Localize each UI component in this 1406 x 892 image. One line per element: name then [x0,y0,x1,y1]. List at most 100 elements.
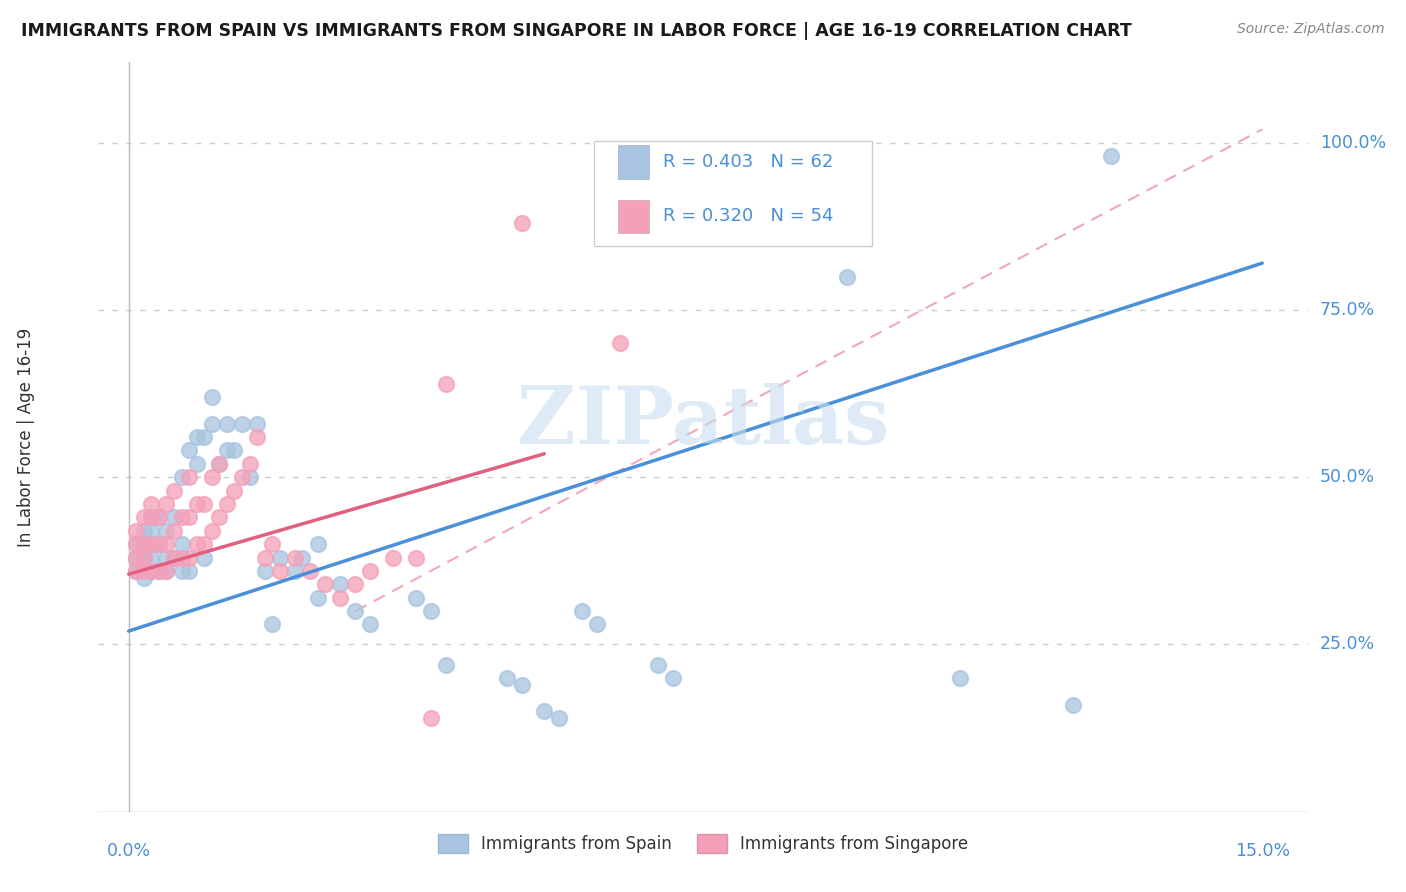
Point [125,550,148,565]
Point [163,524,186,538]
Point [179,510,201,524]
Point [141,564,163,578]
Point [148,537,170,551]
Point [314,577,336,591]
Point [132,571,155,585]
Bar [619,145,648,178]
Text: 75.0%: 75.0% [1320,301,1375,319]
Point [125,550,148,565]
Point [510,678,533,692]
Point [155,537,177,551]
FancyBboxPatch shape [595,141,872,246]
Point [132,537,155,551]
Point [246,417,269,431]
Point [420,604,443,618]
Point [405,591,427,605]
Point [253,564,276,578]
Point [163,510,186,524]
Point [148,564,170,578]
Point [299,564,322,578]
Point [201,390,224,404]
Point [170,537,193,551]
Point [647,657,669,672]
Text: 100.0%: 100.0% [1320,134,1386,152]
Point [163,550,186,565]
Point [215,417,238,431]
Point [141,524,163,538]
Point [155,564,177,578]
Point [132,524,155,538]
Point [208,457,231,471]
Point [253,550,276,565]
Point [132,550,155,565]
Point [186,430,208,444]
Point [239,470,262,484]
Point [224,483,246,498]
Point [269,564,291,578]
Point [571,604,593,618]
Point [344,604,367,618]
Point [662,671,685,685]
Point [1062,698,1084,712]
Text: 0.0%: 0.0% [107,842,150,860]
Point [155,550,177,565]
Point [141,510,163,524]
Text: R = 0.403   N = 62: R = 0.403 N = 62 [664,153,834,170]
Point [155,497,177,511]
Legend: Immigrants from Spain, Immigrants from Singapore: Immigrants from Spain, Immigrants from S… [432,827,974,860]
Point [193,537,215,551]
Point [262,537,284,551]
Point [148,564,170,578]
Point [193,550,215,565]
Point [239,457,262,471]
Point [262,617,284,632]
Point [132,550,155,565]
Point [141,510,163,524]
Point [148,537,170,551]
Point [405,550,427,565]
Point [132,564,155,578]
Text: IMMIGRANTS FROM SPAIN VS IMMIGRANTS FROM SINGAPORE IN LABOR FORCE | AGE 16-19 CO: IMMIGRANTS FROM SPAIN VS IMMIGRANTS FROM… [21,22,1132,40]
Point [246,430,269,444]
Point [170,550,193,565]
Point [179,470,201,484]
Point [231,417,253,431]
Point [132,537,155,551]
Point [360,564,382,578]
Point [533,705,555,719]
Point [201,417,224,431]
Point [125,564,148,578]
Point [208,510,231,524]
Point [420,711,443,725]
Point [231,470,253,484]
Point [835,269,858,284]
Point [510,216,533,230]
Point [609,336,631,351]
Point [360,617,382,632]
Point [949,671,972,685]
Point [125,564,148,578]
Point [132,510,155,524]
Point [125,524,148,538]
Point [186,457,208,471]
Text: 25.0%: 25.0% [1320,635,1375,654]
Point [291,550,314,565]
Point [269,550,291,565]
Point [284,564,307,578]
Point [215,443,238,458]
Point [186,537,208,551]
Bar [619,200,648,234]
Point [179,550,201,565]
Text: 15.0%: 15.0% [1234,842,1289,860]
Point [434,657,457,672]
Point [163,550,186,565]
Text: 50.0%: 50.0% [1320,468,1375,486]
Point [329,577,352,591]
Point [344,577,367,591]
Point [170,510,193,524]
Point [193,497,215,511]
Point [170,564,193,578]
Point [329,591,352,605]
Point [284,550,307,565]
Text: R = 0.320   N = 54: R = 0.320 N = 54 [664,208,834,226]
